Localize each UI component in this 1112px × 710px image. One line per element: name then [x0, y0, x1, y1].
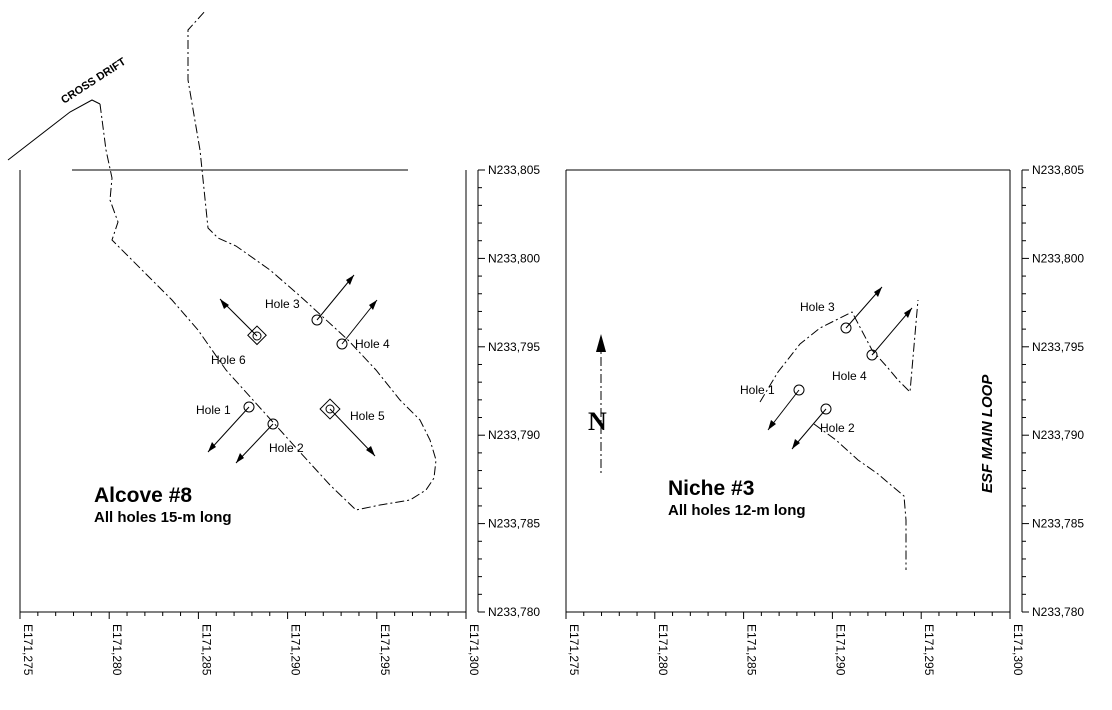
- hole-3-direction: [316, 274, 355, 321]
- north-label: N: [588, 407, 607, 436]
- hole-4-collar: [336, 338, 348, 350]
- right-y-tick-label: N233,785: [1032, 517, 1084, 531]
- right-x-axis: E171,275 E171,280 E171,285 E171,290 E171,295…: [565, 612, 1025, 676]
- niche-hole-4: Hole 4: [832, 307, 913, 383]
- hole-4-arrowhead: [369, 300, 377, 310]
- right-x-tick-label: E171,300: [1011, 624, 1025, 676]
- hole-1-arrowhead: [208, 442, 216, 452]
- niche-hole-4-label: Hole 4: [832, 369, 867, 383]
- hole-3-collar: [311, 314, 323, 326]
- alcove-hole-1: Hole 1: [196, 401, 255, 453]
- esf-wall: [813, 423, 907, 570]
- right-x-tick-label: E171,295: [922, 624, 936, 676]
- niche-hole-2-label: Hole 2: [820, 421, 855, 435]
- niche-hole-4-collar: [866, 349, 878, 361]
- hole-1-direction: [207, 406, 250, 453]
- hole-5-direction: [329, 408, 376, 457]
- alcove-title: Alcove #8: [94, 484, 192, 507]
- niche-hole-2: Hole 2: [791, 403, 855, 450]
- alcove-hole-3: Hole 3: [265, 274, 355, 326]
- hole-5-collar: [325, 404, 335, 414]
- mid-y-tick-label: N233,800: [488, 251, 540, 265]
- left-x-tick-label: E171,300: [467, 624, 481, 676]
- hole-2-arrowhead: [236, 453, 244, 463]
- right-x-tick-label: E171,275: [567, 624, 581, 676]
- right-y-tick-label: N233,795: [1032, 340, 1084, 354]
- alcove-subtitle: All holes 15-m long: [94, 509, 232, 526]
- niche-hole-1-arrowhead: [768, 420, 776, 430]
- niche-hole-4-direction: [871, 307, 913, 356]
- hole-4-label: Hole 4: [355, 337, 390, 351]
- right-x-tick-label: E171,280: [656, 624, 670, 676]
- niche-hole-1-label: Hole 1: [740, 383, 775, 397]
- mid-y-tick-label: N233,785: [488, 517, 540, 531]
- alcove-hole-4: Hole 4: [336, 299, 390, 351]
- mid-y-tick-label: N233,790: [488, 428, 540, 442]
- left-x-tick-label: E171,280: [110, 624, 124, 676]
- right-x-tick-label: E171,290: [833, 624, 847, 676]
- right-panel: N Hole 1 Hole 2 Hole 3 Hole 4: [565, 169, 1025, 676]
- left-x-tick-label: E171,285: [199, 624, 213, 676]
- hole-2-collar: [267, 418, 279, 430]
- hole-6-arrowhead: [220, 299, 229, 309]
- right-y-tick-label: N233,790: [1032, 428, 1084, 442]
- niche-hole-3-collar: [840, 322, 852, 334]
- hole-6-label: Hole 6: [211, 353, 246, 367]
- niche-hole-3: Hole 3: [800, 286, 883, 334]
- hole-2-label: Hole 2: [269, 441, 304, 455]
- mid-y-tick-label: N233,795: [488, 340, 540, 354]
- hole-1-collar: [243, 401, 255, 413]
- right-x-tick-label: E171,285: [745, 624, 759, 676]
- esf-main-loop-label: ESF MAIN LOOP: [979, 374, 996, 493]
- niche-subtitle: All holes 12-m long: [668, 502, 806, 519]
- middle-y-axis: N233,805 N233,800 N233,795 N233,790 N233,785…: [477, 163, 540, 619]
- hole-1-label: Hole 1: [196, 403, 231, 417]
- left-x-tick-label: E171,295: [378, 624, 392, 676]
- right-y-tick-label: N233,780: [1032, 605, 1084, 619]
- niche-hole-4-arrowhead: [904, 308, 912, 318]
- alcove-outline: [99, 9, 437, 511]
- niche-hole-3-label: Hole 3: [800, 300, 835, 314]
- hole-6-diamond-icon: [247, 325, 267, 346]
- left-x-axis: E171,275 E171,280 E171,285 E171,290 E171,295…: [19, 612, 481, 676]
- north-arrow-head-icon: [596, 334, 606, 352]
- niche-hole-3-arrowhead: [874, 287, 882, 297]
- hole-5-label: Hole 5: [350, 409, 385, 423]
- niche-hole-1-collar: [793, 384, 805, 396]
- niche-outline: [759, 299, 919, 403]
- right-y-tick-label: N233,800: [1032, 251, 1084, 265]
- cross-drift-label: CROSS DRIFT: [59, 56, 128, 107]
- left-panel: CROSS DRIFT Hole 1 Hole 2 Hole 3 Hole 4: [7, 9, 481, 676]
- alcove-hole-2: Hole 2: [235, 418, 304, 464]
- mid-y-tick-label: N233,805: [488, 163, 540, 177]
- hole-5-arrowhead: [366, 446, 375, 456]
- north-arrow: N: [588, 334, 607, 474]
- niche-title: Niche #3: [668, 477, 754, 500]
- left-x-tick-label: E171,290: [289, 624, 303, 676]
- alcove-hole-6: Hole 6: [211, 298, 267, 367]
- hole-6-collar: [252, 331, 262, 341]
- right-y-tick-label: N233,805: [1032, 163, 1084, 177]
- niche-hole-2-collar: [820, 403, 832, 415]
- alcove-hole-5: Hole 5: [319, 398, 385, 457]
- niche-hole-1: Hole 1: [740, 383, 805, 431]
- niche-hole-2-arrowhead: [792, 439, 800, 449]
- hole-3-label: Hole 3: [265, 297, 300, 311]
- right-y-axis: N233,805 N233,800 N233,795 N233,790 N233,785…: [1021, 163, 1084, 619]
- left-x-tick-label: E171,275: [21, 624, 35, 676]
- hole-3-arrowhead: [346, 275, 354, 285]
- mid-y-tick-label: N233,780: [488, 605, 540, 619]
- cross-drift-wall: [7, 99, 101, 161]
